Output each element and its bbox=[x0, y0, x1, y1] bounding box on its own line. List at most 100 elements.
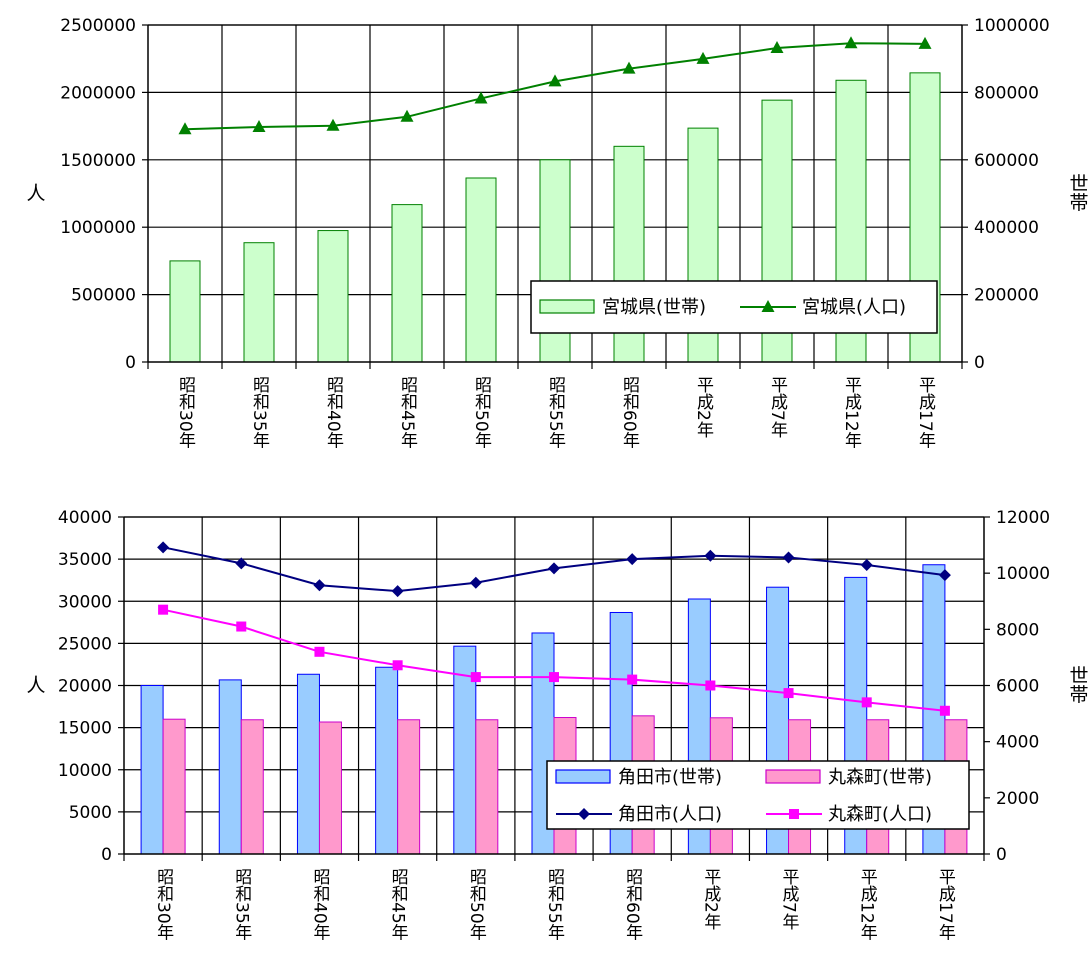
point-2-2 bbox=[313, 579, 326, 592]
x-category-label: 昭和35年 bbox=[249, 376, 270, 449]
legend-label: 丸森町(世帯) bbox=[828, 767, 932, 788]
bar-0-4 bbox=[465, 177, 497, 363]
point-3-1 bbox=[236, 621, 247, 632]
point-3-3 bbox=[392, 660, 403, 671]
x-category-label: 平成12年 bbox=[857, 868, 878, 941]
line-series-1 bbox=[178, 36, 932, 135]
bar-0-0 bbox=[169, 260, 201, 363]
bar-0-1 bbox=[218, 679, 242, 855]
y-tick-label: 1500000 bbox=[60, 151, 136, 171]
bar-series-group bbox=[140, 564, 968, 855]
legend-box bbox=[530, 280, 938, 334]
x-category-label: 昭和35年 bbox=[231, 868, 252, 941]
bar-1-3 bbox=[397, 719, 421, 855]
bar-0-0 bbox=[140, 685, 164, 855]
point-3-10 bbox=[939, 705, 950, 716]
point-3-7 bbox=[705, 680, 716, 691]
point-1-4 bbox=[474, 91, 488, 104]
x-category-label: 昭和50年 bbox=[471, 376, 492, 449]
y-tick-label: 1000000 bbox=[60, 218, 136, 238]
y-tick-label: 5000 bbox=[69, 803, 112, 823]
y2-tick-label: 10000 bbox=[996, 564, 1050, 584]
y2-tick-label: 12000 bbox=[996, 508, 1050, 528]
point-3-6 bbox=[627, 674, 638, 685]
x-category-label: 平成7年 bbox=[779, 868, 800, 930]
legend-label: 宮城県(人口) bbox=[802, 297, 906, 318]
x-category-label: 昭和45年 bbox=[397, 376, 418, 449]
y-tick-label: 0 bbox=[101, 845, 112, 865]
bar-1-1 bbox=[240, 719, 264, 855]
bar-0-1 bbox=[243, 242, 275, 363]
point-2-5 bbox=[548, 562, 560, 575]
y-tick-label: 2500000 bbox=[60, 16, 136, 36]
point-2-7 bbox=[704, 549, 717, 562]
point-2-1 bbox=[235, 557, 248, 570]
legend-swatch bbox=[555, 769, 611, 784]
y2-tick-label: 8000 bbox=[996, 620, 1039, 640]
y-axis-title: 人 bbox=[26, 675, 45, 697]
x-category-label: 平成2年 bbox=[700, 868, 721, 930]
point-2-8 bbox=[782, 551, 795, 564]
y-axis-title: 人 bbox=[26, 183, 45, 205]
point-1-8 bbox=[770, 41, 784, 54]
legend-item-0: 宮城県(世帯) bbox=[539, 297, 706, 318]
x-category-label: 昭和60年 bbox=[622, 868, 643, 941]
point-1-7 bbox=[696, 51, 710, 64]
point-3-0 bbox=[158, 604, 169, 615]
line-series-2 bbox=[157, 541, 951, 598]
chart-miyagi: 0 500000 1000000 1500000 2000000 2500000 0 2000… bbox=[26, 16, 1089, 449]
x-category-label: 平成7年 bbox=[767, 376, 788, 438]
x-category-label: 昭和60年 bbox=[619, 376, 640, 449]
x-category-label: 昭和45年 bbox=[388, 868, 409, 941]
point-3-9 bbox=[861, 697, 872, 708]
y2-tick-label: 4000 bbox=[996, 733, 1039, 753]
y2-tick-label: 400000 bbox=[974, 218, 1039, 238]
point-1-1 bbox=[252, 120, 266, 133]
point-2-3 bbox=[391, 585, 404, 598]
y2-tick-label: 6000 bbox=[996, 677, 1039, 697]
x-category-label: 平成2年 bbox=[693, 376, 714, 438]
y-tick-label: 25000 bbox=[58, 634, 112, 654]
y2-tick-label: 2000 bbox=[996, 789, 1039, 809]
point-3-8 bbox=[783, 688, 794, 699]
legend-item-3: 丸森町(人口) bbox=[766, 804, 932, 825]
y-tick-label: 0 bbox=[125, 353, 136, 373]
y-tick-label: 10000 bbox=[58, 761, 112, 781]
bar-0-2 bbox=[296, 673, 320, 855]
legend-marker bbox=[789, 809, 799, 819]
x-category-label: 平成12年 bbox=[841, 376, 862, 449]
y2-tick-label: 0 bbox=[996, 845, 1007, 865]
point-2-0 bbox=[157, 541, 170, 554]
bar-1-2 bbox=[318, 721, 342, 855]
bar-0-2 bbox=[317, 230, 349, 363]
y2-tick-label: 1000000 bbox=[974, 16, 1050, 36]
y-tick-label: 15000 bbox=[58, 719, 112, 739]
point-2-6 bbox=[626, 553, 639, 566]
y2-axis-title: 世帯 bbox=[1067, 173, 1089, 211]
y-tick-label: 500000 bbox=[71, 286, 136, 306]
x-category-label: 昭和30年 bbox=[175, 376, 196, 449]
chart-kakuda-marumori: 0500010000150002000025000300003500040000… bbox=[26, 508, 1088, 941]
x-category-label: 昭和55年 bbox=[545, 376, 566, 449]
legend-label: 丸森町(人口) bbox=[828, 804, 932, 825]
point-2-9 bbox=[860, 559, 873, 572]
point-2-10 bbox=[938, 569, 951, 582]
legend-swatch bbox=[539, 299, 595, 314]
x-category-label: 平成17年 bbox=[935, 868, 956, 941]
legend-item-1: 丸森町(世帯) bbox=[765, 767, 932, 788]
point-1-6 bbox=[622, 61, 636, 74]
y-tick-label: 35000 bbox=[58, 550, 112, 570]
legend-label: 角田市(世帯) bbox=[618, 767, 722, 788]
legend-label: 角田市(人口) bbox=[618, 804, 722, 825]
bar-0-3 bbox=[391, 204, 423, 363]
legend-item-0: 角田市(世帯) bbox=[555, 767, 722, 788]
legend: 宮城県(世帯) 宮城県(人口) bbox=[530, 280, 938, 334]
bar-1-0 bbox=[162, 718, 186, 855]
x-category-label: 昭和30年 bbox=[153, 868, 174, 941]
y2-tick-label: 200000 bbox=[974, 286, 1039, 306]
point-3-4 bbox=[470, 672, 481, 683]
point-2-4 bbox=[469, 576, 482, 589]
x-category-label: 昭和55年 bbox=[544, 868, 565, 941]
point-1-2 bbox=[326, 118, 340, 131]
